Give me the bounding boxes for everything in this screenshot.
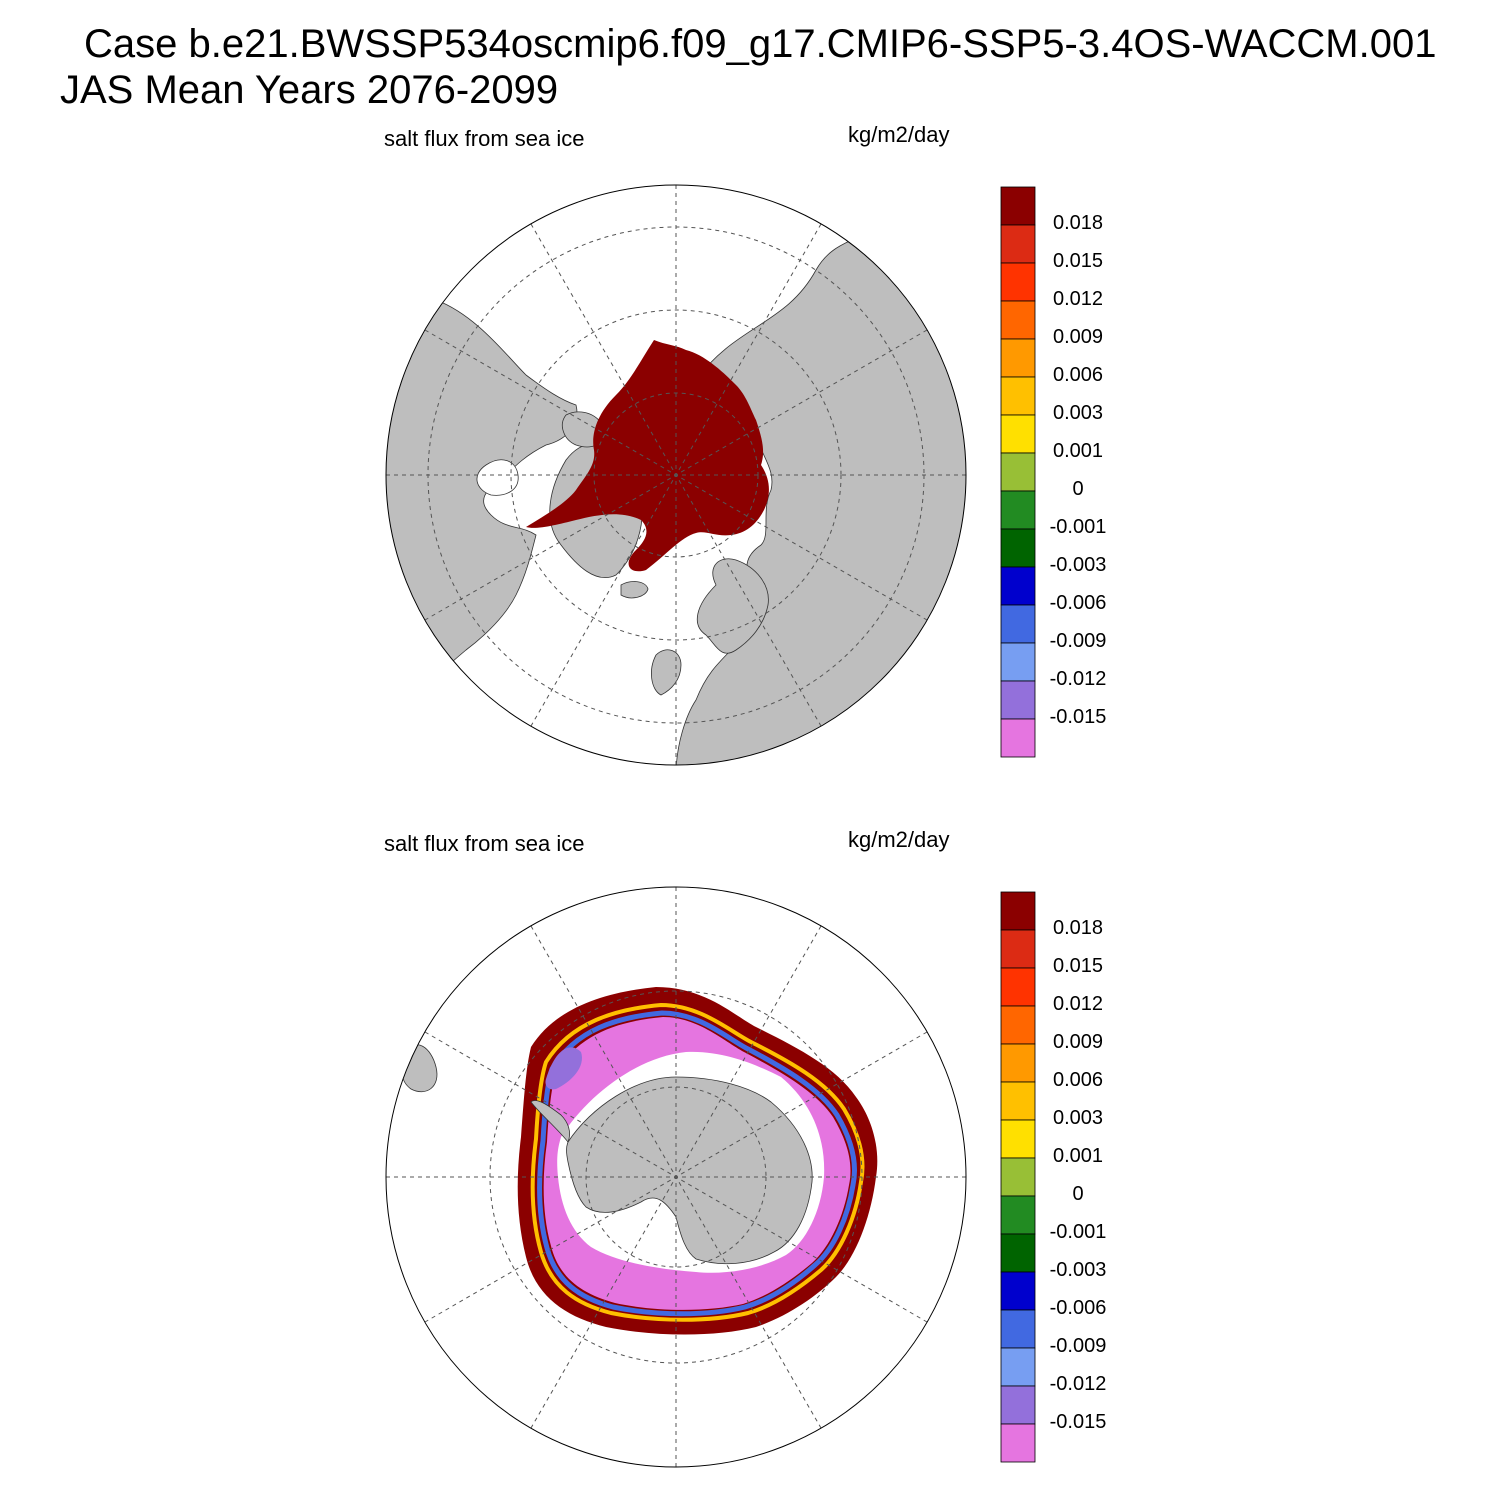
colorbar-tick-label: 0 — [1072, 1183, 1084, 1205]
colorbar-swatch — [1000, 1005, 1036, 1045]
colorbar-tick-label: 0.015 — [1052, 955, 1104, 977]
colorbar-tick-label: -0.001 — [1049, 516, 1107, 538]
colorbar-tick-label: 0.001 — [1052, 440, 1104, 462]
colorbar-swatch — [1000, 414, 1036, 454]
north-colorbar — [1000, 186, 1036, 758]
antarctic-peninsula — [530, 1100, 570, 1143]
north-variable-label: salt flux from sea ice — [384, 126, 585, 151]
colorbar-swatch — [1000, 1385, 1036, 1425]
colorbar-tick-label: 0.006 — [1052, 1069, 1104, 1091]
sea-ice-salt-flux-region — [526, 340, 769, 572]
colorbar-tick-label: 0.018 — [1052, 212, 1104, 234]
colorbar-tick-label: 0.001 — [1052, 1145, 1104, 1167]
colorbar-tick-label: 0 — [1072, 478, 1084, 500]
colorbar-tick-label: -0.015 — [1049, 1411, 1107, 1433]
colorbar-tick-label: -0.009 — [1049, 1335, 1107, 1357]
colorbar-tick-label: 0.003 — [1052, 1107, 1104, 1129]
iceland — [620, 581, 649, 599]
colorbar-swatch — [1000, 262, 1036, 302]
colorbar-tick-label: -0.012 — [1049, 1373, 1107, 1395]
edge-transition-band — [530, 1002, 865, 1322]
colorbar-swatch — [1000, 1423, 1036, 1463]
colorbar-tick-label: -0.001 — [1049, 1221, 1107, 1243]
colorbar-tick-label: 0.015 — [1052, 250, 1104, 272]
colorbar-swatch — [1000, 224, 1036, 264]
hudson-bay — [476, 459, 519, 496]
colorbar-tick-label: -0.009 — [1049, 630, 1107, 652]
colorbar-tick-label: -0.003 — [1049, 554, 1107, 576]
antarctic-polar-map — [385, 886, 967, 1468]
colorbar-swatch — [1000, 300, 1036, 340]
colorbar-tick-label: 0.006 — [1052, 364, 1104, 386]
colorbar-swatch — [1000, 338, 1036, 378]
british-isles — [651, 649, 682, 696]
colorbar-tick-label: 0.012 — [1052, 993, 1104, 1015]
colorbar-swatch — [1000, 1271, 1036, 1311]
colorbar-swatch — [1000, 680, 1036, 720]
colorbar-tick-label: 0.018 — [1052, 917, 1104, 939]
colorbar-tick-label: 0.009 — [1052, 326, 1104, 348]
north-units-label: kg/m2/day — [848, 122, 950, 147]
negative-edge-band — [537, 1010, 857, 1317]
colorbar-swatch — [1000, 1119, 1036, 1159]
colorbar-swatch — [1000, 642, 1036, 682]
figure-title-line2: JAS Mean Years 2076-2099 — [60, 68, 559, 112]
figure-title-line1: Case b.e21.BWSSP534oscmip6.f09_g17.CMIP6… — [84, 22, 1437, 66]
south-units-label: kg/m2/day — [848, 827, 950, 852]
colorbar-swatch — [1000, 718, 1036, 758]
colorbar-tick-label: -0.012 — [1049, 668, 1107, 690]
colorbar-swatch — [1000, 1195, 1036, 1235]
colorbar-tick-label: 0.003 — [1052, 402, 1104, 424]
south-variable-label: salt flux from sea ice — [384, 831, 585, 856]
colorbar-tick-label: -0.006 — [1049, 592, 1107, 614]
colorbar-tick-label: -0.015 — [1049, 706, 1107, 728]
colorbar-swatch — [1000, 1043, 1036, 1083]
colorbar-tick-label: 0.012 — [1052, 288, 1104, 310]
colorbar-swatch — [1000, 1309, 1036, 1349]
colorbar-swatch — [1000, 1081, 1036, 1121]
colorbar-swatch — [1000, 891, 1036, 931]
arctic-polar-map — [385, 184, 967, 766]
colorbar-tick-label: -0.006 — [1049, 1297, 1107, 1319]
antarctica-landmass — [566, 1076, 813, 1265]
south-colorbar — [1000, 891, 1036, 1463]
scandinavia-landmass — [697, 558, 769, 654]
colorbar-swatch — [1000, 1233, 1036, 1273]
colorbar-swatch — [1000, 604, 1036, 644]
colorbar-swatch — [1000, 376, 1036, 416]
colorbar-swatch — [1000, 566, 1036, 606]
colorbar-swatch — [1000, 967, 1036, 1007]
strong-negative-flux-patch — [545, 1047, 582, 1090]
colorbar-tick-label: 0.009 — [1052, 1031, 1104, 1053]
colorbar-tick-label: -0.003 — [1049, 1259, 1107, 1281]
